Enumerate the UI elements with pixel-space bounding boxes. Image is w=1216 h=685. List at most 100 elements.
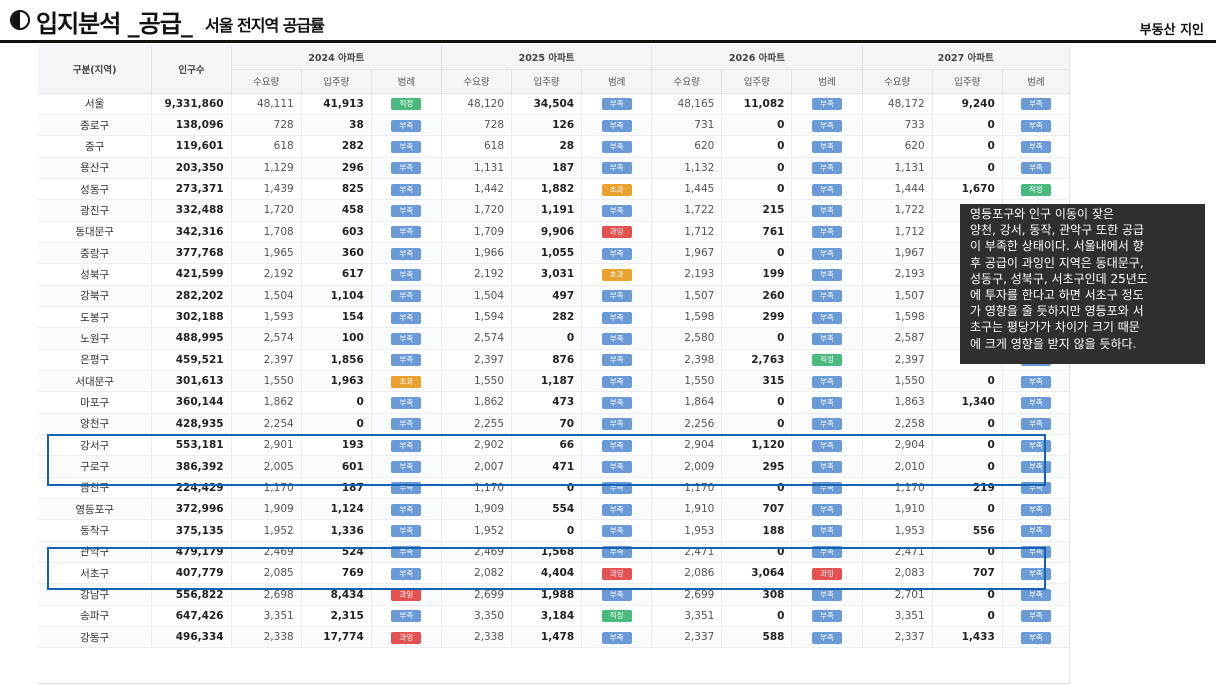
header-legend-2024[interactable]: 범례 — [371, 69, 442, 94]
demand-cell: 1,720 — [441, 199, 513, 222]
header-legend-2026[interactable]: 범례 — [791, 69, 863, 94]
status-badge: 부족 — [812, 418, 842, 431]
table-row[interactable]: 용산구 203,350 1,129 296 부족 1,131 187 부족 1,132 0 부족 1,… — [38, 157, 1071, 179]
table-row[interactable]: 마포구 360,144 1,862 0 부족 1,862 473 부족 1,864 0 부족 1,86… — [38, 391, 1071, 414]
status-badge: 부족 — [601, 525, 632, 538]
table-row[interactable]: 도봉구 302,188 1,593 154 부족 1,594 282 부족 1,598 299 부족… — [38, 306, 1071, 329]
legend-cell: 부족 — [1002, 562, 1071, 585]
demand-cell: 1,445 — [651, 178, 723, 201]
analysis-note-tooltip: 영등포구와 인구 이동이 잦은 양천, 강서, 동작, 관악구 또한 공급 이 … — [960, 204, 1205, 364]
header-year-2027[interactable]: 2027 아파트 — [862, 45, 1071, 70]
header-region[interactable]: 구분(지역) — [38, 45, 153, 94]
table-row[interactable]: 구로구 386,392 2,005 601 부족 2,007 471 부족 2,009 295 부족… — [38, 455, 1071, 478]
status-badge: 부족 — [391, 418, 422, 431]
status-badge: 부족 — [391, 503, 422, 516]
table-row[interactable]: 종로구 138,096 728 38 부족 728 126 부족 731 0 부족 733 0 부족 — [38, 114, 1071, 137]
header-demand-2027[interactable]: 수요량 — [862, 69, 933, 94]
header-supply-2027[interactable]: 입주량 — [932, 69, 1003, 94]
header-supply-2026[interactable]: 입주량 — [721, 69, 793, 94]
demand-cell: 2,338 — [231, 626, 302, 649]
demand-cell: 2,574 — [231, 327, 302, 350]
table-row[interactable]: 광진구 332,488 1,720 458 부족 1,720 1,191 부족 1,722 215… — [38, 199, 1071, 222]
table-row[interactable]: 영등포구 372,996 1,909 1,124 부족 1,909 554 부족 1,910 70… — [38, 498, 1071, 521]
region-name: 마포구 — [38, 391, 153, 414]
supply-cell: 1,670 — [932, 178, 1003, 201]
status-badge: 적정 — [812, 354, 842, 367]
population-cell: 9,331,860 — [151, 93, 232, 115]
demand-cell: 2,397 — [231, 349, 302, 371]
legend-cell: 부족 — [371, 455, 442, 478]
demand-cell: 1,132 — [651, 157, 723, 179]
demand-cell: 1,504 — [231, 285, 302, 307]
highlight-box-yangcheon-gangseo — [47, 434, 1046, 486]
demand-cell: 2,904 — [651, 434, 723, 457]
table-row[interactable]: 중랑구 377,768 1,965 360 부족 1,966 1,055 부족 1,967 0 부족… — [38, 242, 1071, 265]
status-badge: 부족 — [391, 140, 422, 153]
status-badge: 부족 — [812, 98, 842, 111]
header-supply-2024[interactable]: 입주량 — [301, 69, 372, 94]
region-name: 광진구 — [38, 199, 153, 222]
status-badge: 부족 — [391, 439, 422, 452]
header-legend-2025[interactable]: 범례 — [581, 69, 653, 94]
header-legend-2027[interactable]: 범례 — [1002, 69, 1071, 94]
status-badge: 부족 — [601, 140, 632, 153]
demand-cell: 1,550 — [231, 370, 302, 393]
table-row[interactable]: 노원구 488,995 2,574 100 부족 2,574 0 부족 2,580 0 부족 2,58… — [38, 327, 1071, 350]
supply-cell: 1,336 — [301, 519, 372, 542]
table-row[interactable]: 강동구 496,334 2,338 17,774 과잉 2,338 1,478 부족 2,337… — [38, 626, 1071, 649]
table-row[interactable]: 양천구 428,935 2,254 0 부족 2,255 70 부족 2,256 0 부족 2,258… — [38, 413, 1071, 436]
header-population[interactable]: 인구수 — [151, 45, 232, 94]
legend-cell: 부족 — [791, 306, 863, 329]
header-demand-2026[interactable]: 수요량 — [651, 69, 723, 94]
header-demand-2024[interactable]: 수요량 — [231, 69, 302, 94]
half-circle-icon — [10, 10, 30, 30]
table-row[interactable]: 서대문구 301,613 1,550 1,963 초과 1,550 1,187 부족 1,550… — [38, 370, 1071, 393]
region-name: 서대문구 — [38, 370, 153, 393]
demand-cell: 2,010 — [862, 455, 933, 478]
region-name: 서초구 — [38, 562, 153, 585]
population-cell: 273,371 — [151, 178, 232, 201]
table-row[interactable]: 은평구 459,521 2,397 1,856 부족 2,397 876 부족 2,398 2,7… — [38, 349, 1071, 371]
header-demand-2025[interactable]: 수요량 — [441, 69, 513, 94]
legend-cell: 부족 — [371, 178, 442, 201]
table-row[interactable]: 동작구 375,135 1,952 1,336 부족 1,952 0 부족 1,953 188 부족… — [38, 519, 1071, 542]
population-cell: 647,426 — [151, 605, 232, 628]
table-row[interactable]: 송파구 647,426 3,351 2,315 부족 3,350 3,184 적정 3,351 0… — [38, 605, 1071, 628]
table-row[interactable]: 성북구 421,599 2,192 617 부족 2,192 3,031 초과 2,193 199… — [38, 263, 1071, 286]
legend-cell: 부족 — [581, 455, 653, 478]
table-row[interactable]: 강북구 282,202 1,504 1,104 부족 1,504 497 부족 1,507 260… — [38, 285, 1071, 307]
population-cell: 360,144 — [151, 391, 232, 414]
brand-label: 부동산 지인 — [1139, 23, 1204, 38]
table-row[interactable]: 성동구 273,371 1,439 825 부족 1,442 1,882 초과 1,445 0 부족… — [38, 178, 1071, 201]
table-row[interactable]: 서울 9,331,860 48,111 41,913 적정 48,120 34,504 부족 4… — [38, 93, 1071, 115]
demand-cell: 48,111 — [231, 93, 302, 115]
supply-cell: 0 — [932, 370, 1003, 393]
table-row[interactable]: 중구 119,601 618 282 부족 618 28 부족 620 0 부족 620 0 부족 — [38, 135, 1071, 158]
status-badge: 부족 — [601, 589, 632, 602]
supply-cell: 825 — [301, 178, 372, 201]
demand-cell: 728 — [441, 114, 513, 137]
status-badge: 부족 — [601, 503, 632, 516]
header-year-2026[interactable]: 2026 아파트 — [651, 45, 863, 70]
legend-cell: 적정 — [581, 605, 653, 628]
table-row[interactable]: 동대문구 342,316 1,708 603 부족 1,709 9,906 과잉 1,712 76… — [38, 221, 1071, 243]
status-badge: 부족 — [1020, 567, 1051, 580]
legend-cell: 부족 — [1002, 477, 1071, 500]
header-year-2025[interactable]: 2025 아파트 — [441, 45, 653, 70]
supply-cell: 193 — [301, 434, 372, 457]
demand-cell: 2,082 — [441, 562, 513, 585]
legend-cell: 부족 — [1002, 135, 1071, 158]
legend-cell: 부족 — [581, 498, 653, 521]
status-badge: 부족 — [391, 332, 422, 345]
header-supply-2025[interactable]: 입주량 — [511, 69, 583, 94]
demand-cell: 2,337 — [651, 626, 723, 649]
table-row[interactable]: 관악구 479,179 2,469 524 부족 2,469 1,568 부족 2,471 0 부족… — [38, 541, 1071, 564]
supply-cell: 707 — [932, 562, 1003, 585]
table-row[interactable]: 강서구 553,181 2,901 193 부족 2,902 66 부족 2,904 1,120 부… — [38, 434, 1071, 457]
status-badge: 부족 — [391, 268, 422, 281]
header-year-2024[interactable]: 2024 아파트 — [231, 45, 442, 70]
population-cell: 372,996 — [151, 498, 232, 521]
legend-cell: 부족 — [1002, 114, 1071, 137]
status-badge: 부족 — [812, 461, 842, 474]
table-row[interactable]: 서초구 407,779 2,085 769 부족 2,082 4,404 과잉 2,086 3,0… — [38, 562, 1071, 585]
